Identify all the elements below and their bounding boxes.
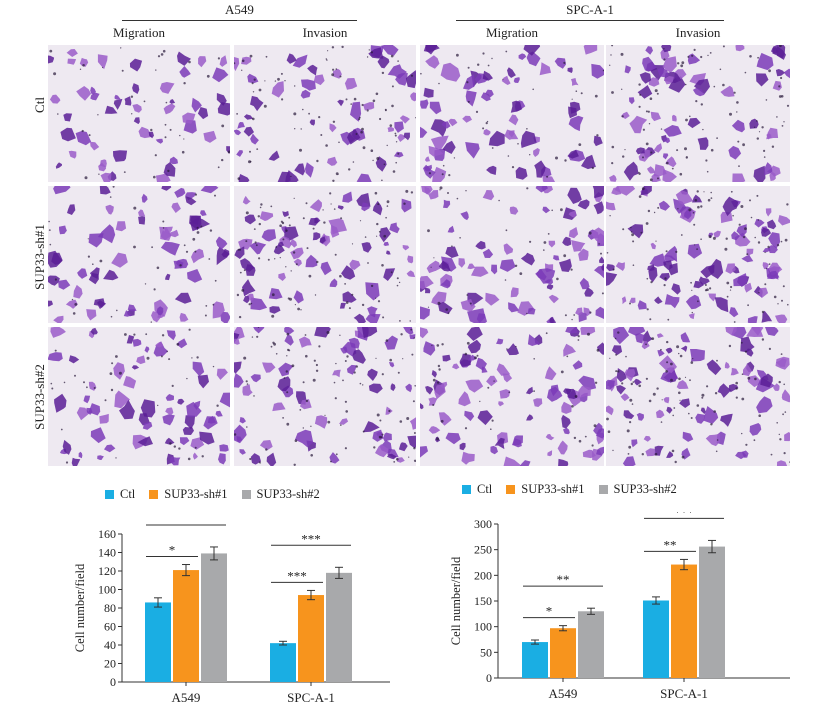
significance-label: ***: [674, 512, 694, 519]
significance-label: **: [664, 537, 677, 552]
significance-label: ***: [301, 531, 321, 546]
y-tick-label: 50: [480, 645, 492, 659]
y-tick-label: 160: [98, 527, 116, 541]
micrograph-sh1-spca1-invasion: [606, 186, 790, 323]
bar-chart-left: 0 20 40 60 80 100 120 140 160 Cell number/field A5…: [73, 520, 390, 705]
y-tick-label: 250: [474, 543, 492, 557]
legend-swatch-sh1: [506, 485, 516, 494]
micrograph-ctl-spca1-invasion: [606, 45, 790, 182]
y-axis-label: Cell number/field: [73, 563, 87, 652]
cellline-header-spca1: SPC-A-1: [566, 2, 614, 17]
y-tick-label: 20: [104, 657, 116, 671]
x-tick-label: A549: [549, 686, 578, 701]
legend-right: Ctl SUP33-sh#1 SUP33-sh#2: [452, 482, 677, 497]
header-rule-a549: [122, 20, 357, 21]
assay-header-spca1-migration: Migration: [486, 25, 538, 40]
x-tick-label: A549: [172, 690, 201, 705]
bar-a549-1: [173, 570, 199, 682]
micrograph-ctl-a549-invasion: [234, 45, 416, 182]
y-tick-label: 200: [474, 568, 492, 582]
micrograph-grid: [48, 45, 790, 466]
legend-swatch-sh2: [598, 485, 608, 494]
assay-header-a549-invasion: Invasion: [302, 25, 348, 40]
significance-label: **: [557, 572, 570, 587]
micrograph-ctl-a549-migration: [48, 45, 230, 182]
bar-a549-1: [550, 628, 576, 678]
legend-label-sh1: SUP33-sh#1: [164, 487, 228, 501]
y-axis-label: Cell number/field: [449, 556, 463, 645]
bar-spca1-0: [270, 643, 296, 682]
y-tick-label: 0: [486, 671, 492, 685]
micrograph-sh2-a549-invasion: [234, 327, 416, 466]
legend-swatch-ctl: [105, 490, 114, 499]
y-tick-label: 40: [104, 638, 116, 652]
micrograph-sh1-a549-migration: [48, 186, 230, 323]
micrograph-sh1-a549-invasion: [234, 186, 416, 323]
assay-header-a549-migration: Migration: [113, 25, 165, 40]
legend-swatch-ctl: [462, 485, 471, 494]
y-tick-label: 300: [474, 517, 492, 531]
legend-swatch-sh1: [149, 490, 159, 499]
micrograph-ctl-spca1-migration: [420, 45, 604, 182]
bar-a549-2: [201, 553, 227, 682]
legend-label-sh2: SUP33-sh#2: [613, 482, 677, 496]
y-tick-label: 140: [98, 546, 116, 560]
legend-label-ctl: Ctl: [477, 482, 493, 496]
micrograph-sh2-a549-migration: [48, 327, 230, 466]
micrograph-sh2-spca1-migration: [420, 327, 604, 466]
y-tick-label: 150: [474, 594, 492, 608]
significance-label: *: [546, 604, 553, 619]
bar-a549-2: [578, 611, 604, 678]
micrograph-sh1-spca1-migration: [420, 186, 604, 323]
legend-swatch-sh2: [241, 490, 251, 499]
bar-spca1-1: [671, 564, 697, 678]
header-rule-spca1: [456, 20, 724, 21]
significance-label: *: [183, 520, 190, 526]
bar-spca1-2: [326, 572, 352, 682]
y-tick-label: 100: [98, 583, 116, 597]
y-tick-label: 120: [98, 564, 116, 578]
bar-spca1-2: [699, 546, 725, 678]
bar-chart-right: 0 50 100 150 200 250 300 Cell number/field A549 S…: [449, 512, 790, 701]
y-tick-label: 0: [110, 675, 116, 689]
cellline-header-a549: A549: [225, 2, 254, 17]
bar-a549-0: [145, 602, 171, 682]
bar-a549-0: [522, 642, 548, 678]
legend-left: Ctl SUP33-sh#1 SUP33-sh#2: [95, 487, 320, 502]
x-tick-label: SPC-A-1: [287, 690, 335, 705]
assay-header-spca1-invasion: Invasion: [675, 25, 721, 40]
micrograph-sh2-spca1-invasion: [606, 327, 790, 466]
legend-label-sh1: SUP33-sh#1: [521, 482, 585, 496]
legend-label-ctl: Ctl: [120, 487, 136, 501]
x-tick-label: SPC-A-1: [660, 686, 708, 701]
bar-spca1-1: [298, 595, 324, 682]
legend-label-sh2: SUP33-sh#2: [256, 487, 320, 501]
y-tick-label: 100: [474, 620, 492, 634]
bar-spca1-0: [643, 600, 669, 678]
significance-label: *: [169, 543, 176, 558]
y-tick-label: 60: [104, 620, 116, 634]
significance-label: ***: [287, 568, 307, 583]
y-tick-label: 80: [104, 601, 116, 615]
